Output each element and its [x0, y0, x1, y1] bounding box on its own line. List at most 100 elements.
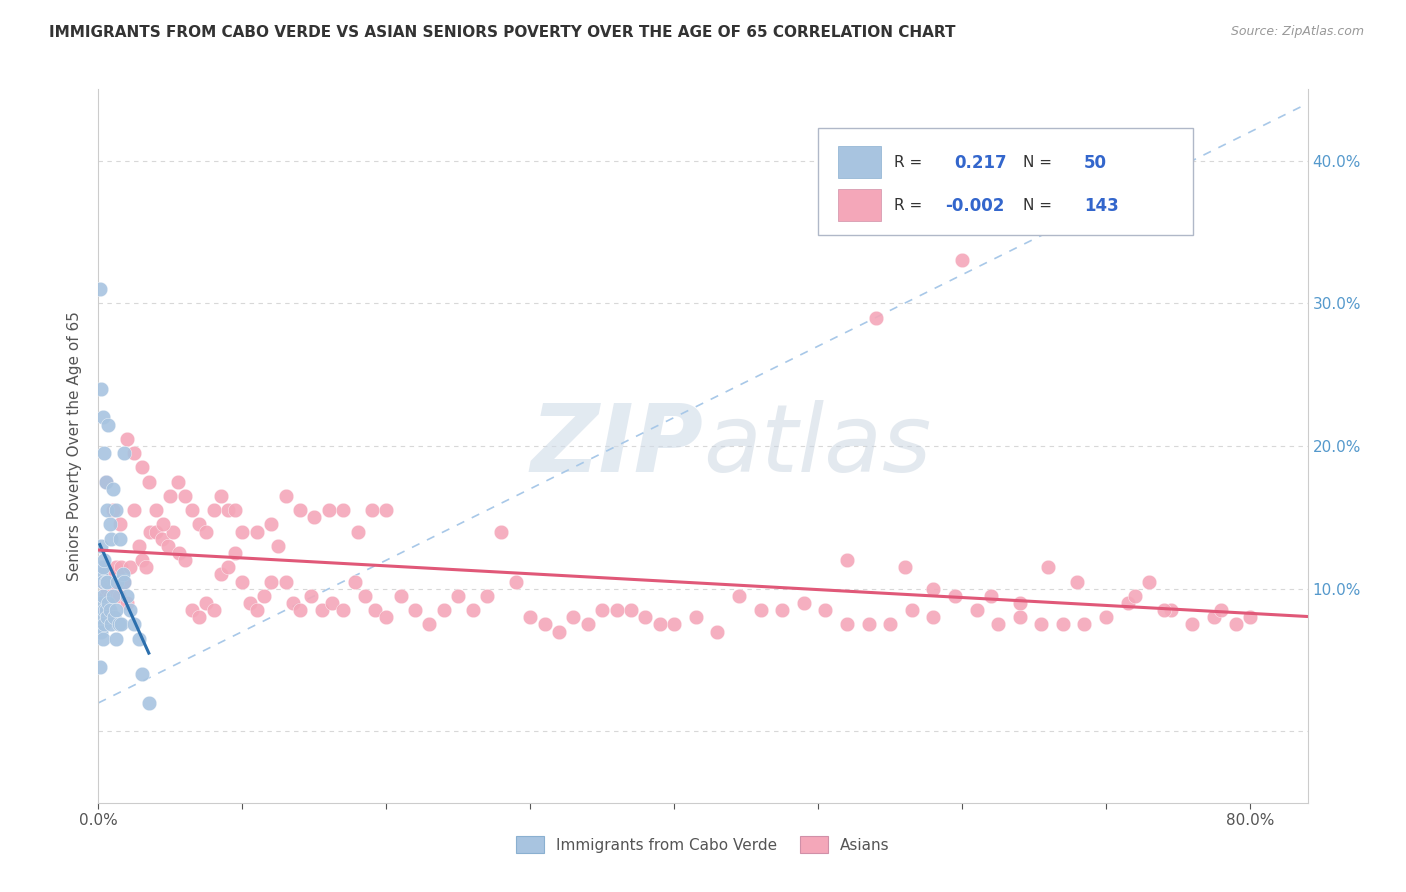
Point [89, 660, 111, 674]
Point [793, 596, 815, 610]
Point [159, 489, 181, 503]
Point [112, 574, 135, 589]
Point [90, 567, 112, 582]
Point [353, 589, 375, 603]
Point [274, 489, 297, 503]
Point [131, 460, 153, 475]
Point [475, 589, 498, 603]
Point [131, 553, 153, 567]
Point [1137, 574, 1160, 589]
Text: Source: ZipAtlas.com: Source: ZipAtlas.com [1230, 25, 1364, 38]
Point [188, 517, 211, 532]
Point [346, 524, 368, 539]
Point [231, 574, 253, 589]
Point [1181, 617, 1204, 632]
Point [1066, 574, 1088, 589]
Point [239, 596, 262, 610]
Point [576, 617, 599, 632]
Point [128, 539, 150, 553]
Point [94, 603, 117, 617]
Point [685, 610, 707, 624]
Point [111, 567, 134, 582]
Point [93, 446, 115, 460]
Point [97, 596, 120, 610]
Point [104, 632, 127, 646]
Point [145, 503, 167, 517]
Point [195, 524, 218, 539]
Point [162, 524, 184, 539]
Point [103, 574, 125, 589]
Point [96, 582, 118, 596]
Point [274, 574, 297, 589]
Point [1038, 560, 1060, 574]
Point [418, 617, 440, 632]
Point [91, 574, 114, 589]
Point [1031, 617, 1053, 632]
Point [202, 603, 225, 617]
Point [209, 489, 232, 503]
Point [966, 603, 988, 617]
FancyBboxPatch shape [838, 189, 880, 221]
Point [770, 603, 793, 617]
Point [980, 589, 1002, 603]
Point [267, 539, 290, 553]
Point [173, 553, 195, 567]
Point [332, 503, 354, 517]
Text: 50: 50 [1084, 153, 1107, 171]
Point [533, 617, 555, 632]
Point [124, 446, 146, 460]
Point [90, 382, 112, 396]
Point [96, 574, 118, 589]
Point [835, 617, 858, 632]
Point [865, 310, 887, 325]
Point [202, 503, 225, 517]
Point [361, 503, 384, 517]
Point [181, 603, 204, 617]
Point [89, 624, 111, 639]
Point [91, 410, 114, 425]
FancyBboxPatch shape [818, 128, 1192, 235]
Point [91, 589, 114, 603]
Point [447, 589, 470, 603]
Point [105, 574, 128, 589]
Point [246, 524, 269, 539]
Point [1116, 596, 1139, 610]
Point [108, 517, 131, 532]
Point [90, 560, 112, 574]
Point [101, 503, 124, 517]
Point [375, 610, 398, 624]
Point [634, 610, 657, 624]
Point [96, 610, 118, 624]
Point [1202, 610, 1225, 624]
Point [173, 489, 195, 503]
Point [375, 503, 398, 517]
Point [835, 553, 858, 567]
Point [224, 546, 246, 560]
Point [304, 510, 326, 524]
Point [124, 617, 146, 632]
Point [311, 603, 333, 617]
Point [128, 632, 150, 646]
Point [94, 475, 117, 489]
Point [706, 624, 728, 639]
Text: 0.217: 0.217 [955, 153, 1007, 171]
Point [1008, 610, 1031, 624]
Point [145, 524, 167, 539]
Point [301, 589, 323, 603]
Point [112, 574, 135, 589]
Point [893, 560, 915, 574]
Point [1095, 610, 1118, 624]
Point [98, 517, 121, 532]
Text: N =: N = [1024, 155, 1053, 170]
Point [150, 532, 173, 546]
Point [110, 617, 132, 632]
Point [93, 553, 115, 567]
Point [1153, 603, 1175, 617]
Point [664, 617, 686, 632]
Point [922, 610, 945, 624]
Point [107, 617, 129, 632]
Point [943, 589, 966, 603]
Point [505, 574, 527, 589]
Point [318, 503, 340, 517]
Point [195, 596, 218, 610]
